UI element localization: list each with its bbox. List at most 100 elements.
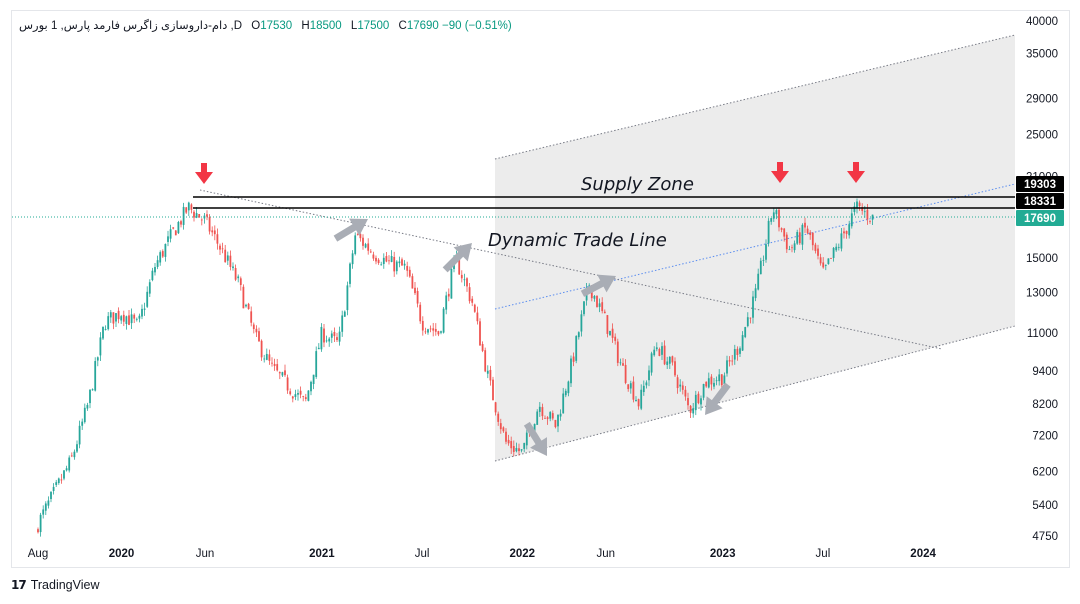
candle[interactable] [603,309,606,314]
candle[interactable] [115,312,117,328]
candle[interactable] [577,331,580,340]
candle[interactable] [853,202,856,216]
candle[interactable] [476,306,479,325]
candle[interactable] [224,244,227,263]
candle[interactable] [668,356,671,369]
candle[interactable] [619,358,622,366]
candle[interactable] [148,279,151,297]
candle[interactable] [330,330,333,344]
candle[interactable] [778,207,780,232]
candle[interactable] [434,323,437,336]
candle[interactable] [349,262,351,288]
candle[interactable] [749,317,752,324]
candle[interactable] [796,229,799,245]
candle[interactable] [671,355,674,366]
candle[interactable] [195,207,198,219]
candle[interactable] [596,295,598,308]
candle[interactable] [765,239,767,263]
candle[interactable] [492,376,494,401]
candle[interactable] [172,227,175,230]
candle[interactable] [809,230,812,240]
candle[interactable] [354,232,357,256]
candle[interactable] [403,260,406,270]
candle[interactable] [650,351,653,376]
candle[interactable] [710,374,713,391]
candle[interactable] [840,228,843,252]
candle[interactable] [55,479,58,487]
candle[interactable] [138,313,141,323]
candle[interactable] [733,344,736,365]
candle[interactable] [572,352,575,367]
candle[interactable] [289,388,292,396]
candle[interactable] [411,273,414,289]
candle[interactable] [320,323,323,352]
candle[interactable] [104,325,107,331]
candle[interactable] [484,347,487,373]
candle[interactable] [598,298,601,313]
candle[interactable] [505,428,507,445]
candle[interactable] [463,273,466,287]
candle[interactable] [728,356,731,367]
candle[interactable] [102,326,104,340]
candle[interactable] [278,371,281,380]
candle[interactable] [580,310,583,337]
candle[interactable] [89,389,91,409]
candle[interactable] [190,203,193,214]
candle[interactable] [741,331,744,351]
candle[interactable] [232,262,234,271]
candle[interactable] [377,258,380,265]
dynamic-trade-line[interactable] [199,189,943,350]
candle[interactable] [213,225,216,241]
candle[interactable] [99,332,102,361]
candle[interactable] [304,393,307,402]
candle[interactable] [427,328,429,335]
candle[interactable] [460,270,463,283]
candle[interactable] [583,301,585,317]
candle[interactable] [541,403,544,420]
candle[interactable] [819,253,822,266]
candle[interactable] [141,304,143,320]
candle[interactable] [255,325,258,338]
candle[interactable] [281,371,284,378]
candle[interactable] [770,217,773,225]
candle[interactable] [122,310,125,327]
candle[interactable] [317,343,320,350]
candle[interactable] [515,442,518,453]
gray-arrow-1[interactable] [330,210,373,247]
tradingview-brand[interactable]: 17 TradingView [11,578,100,592]
candle[interactable] [549,411,552,422]
candle[interactable] [557,414,559,433]
candle[interactable] [268,349,271,365]
candle[interactable] [718,369,721,386]
candle[interactable] [746,312,749,328]
candle[interactable] [445,291,448,315]
symbol-name[interactable]: دام-داروسازی زاگرس فارمد پارس, 1 [50,20,228,32]
candle[interactable] [520,449,523,453]
candle[interactable] [601,297,604,314]
candle[interactable] [679,379,682,392]
candle[interactable] [237,274,240,283]
candle[interactable] [632,376,635,403]
candle[interactable] [416,287,419,308]
candle[interactable] [616,338,619,367]
candle[interactable] [783,227,786,242]
candle[interactable] [447,288,450,302]
candle[interactable] [806,225,809,235]
candle[interactable] [406,261,409,277]
candle[interactable] [156,255,159,270]
candle[interactable] [83,403,86,424]
candle[interactable] [567,380,570,397]
candle[interactable] [510,436,513,454]
candle[interactable] [185,206,188,215]
candles[interactable] [37,198,874,537]
candle[interactable] [362,234,364,250]
candle[interactable] [822,257,825,269]
candle[interactable] [226,251,229,266]
candle[interactable] [211,226,214,237]
candle[interactable] [692,402,695,418]
candle[interactable] [39,512,42,537]
candle[interactable] [674,357,676,377]
candle[interactable] [624,359,627,385]
candle[interactable] [125,315,128,330]
